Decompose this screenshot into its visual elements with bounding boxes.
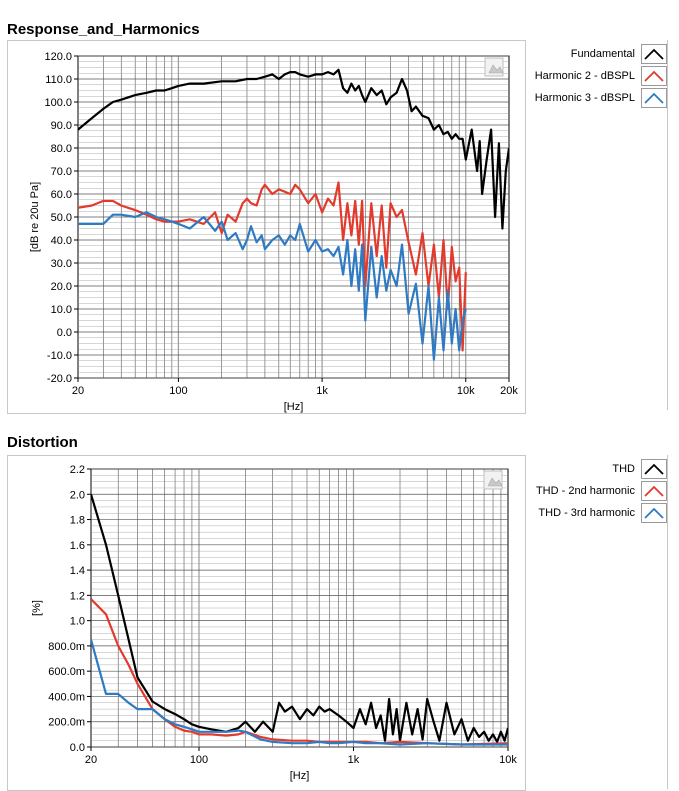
legend: Fundamental Harmonic 2 - dBSPL Harmonic 3 … <box>487 40 667 120</box>
y-tick-label: 40.0 <box>51 235 72 247</box>
divider-line <box>667 40 668 410</box>
legend-swatch-icon[interactable] <box>641 88 667 108</box>
legend: THD THD - 2nd harmonic THD - 3rd harmonic <box>487 455 667 535</box>
y-tick-label: 60.0 <box>51 189 72 201</box>
legend-label: Fundamental <box>570 48 635 60</box>
legend-swatch-icon[interactable] <box>641 481 667 501</box>
legend-swatch-icon[interactable] <box>641 44 667 64</box>
legend-swatch-icon[interactable] <box>641 503 667 523</box>
chart-title: Response_and_Harmonics <box>7 21 200 38</box>
x-tick-label: 1k <box>316 385 328 397</box>
legend-label: Harmonic 3 - dBSPL <box>534 92 635 104</box>
y-tick-label: 100.0 <box>44 97 72 109</box>
x-tick-label: 20k <box>500 385 518 397</box>
y-axis-label: [dB re 20u Pa] <box>29 182 41 252</box>
y-tick-label: 30.0 <box>51 258 72 270</box>
y-tick-label: 10.0 <box>51 304 72 316</box>
chart-title: Distortion <box>7 434 78 451</box>
y-tick-label: 120.0 <box>44 51 72 63</box>
legend-item[interactable]: Harmonic 2 - dBSPL <box>535 65 667 87</box>
legend-item[interactable]: Fundamental <box>571 43 667 65</box>
series-line-2 <box>78 181 467 352</box>
divider-line <box>667 455 668 789</box>
x-tick-label: 100 <box>169 385 187 397</box>
legend-label: Harmonic 2 - dBSPL <box>534 70 635 82</box>
y-tick-label: 110.0 <box>45 74 72 86</box>
series-line-1 <box>78 68 509 230</box>
y-tick-label: 50.0 <box>51 212 72 224</box>
y-tick-label: 90.0 <box>51 120 72 132</box>
legend-item[interactable]: THD - 2nd harmonic <box>536 480 667 502</box>
y-gridlines <box>78 55 509 379</box>
series-line-3 <box>78 211 467 361</box>
y-tick-label: 0.0 <box>57 327 72 339</box>
response-panel: Response_and_Harmonics -20.0 -10.0 0.0 10.0… <box>7 21 668 414</box>
legend-label: THD - 2nd harmonic <box>535 485 635 497</box>
legend-item[interactable]: Harmonic 3 - dBSPL <box>535 87 667 109</box>
graph-palette-icon[interactable] <box>484 57 504 77</box>
x-tick-label: 10k <box>457 385 475 397</box>
y-tick-label: 70.0 <box>51 166 72 178</box>
y-tick-label: 80.0 <box>51 143 72 155</box>
y-tick-label: 20.0 <box>51 281 72 293</box>
y-tick-label: -20.0 <box>47 373 72 385</box>
response-chart: -20.0 -10.0 0.0 10.0 20.0 30.0 40.0 50.0 60.0 70.… <box>29 51 518 413</box>
legend-item[interactable]: THD - 3rd harmonic <box>538 502 667 524</box>
plot-frame <box>7 455 526 791</box>
legend-label: THD - 3rd harmonic <box>538 507 635 519</box>
y-tick-label: -10.0 <box>47 350 72 362</box>
legend-swatch-icon[interactable] <box>641 459 667 479</box>
x-tick-label: 20 <box>72 385 84 397</box>
legend-swatch-icon[interactable] <box>641 66 667 86</box>
x-axis-label: [Hz] <box>284 401 304 413</box>
legend-item[interactable]: THD <box>612 458 667 480</box>
legend-label: THD <box>612 463 635 475</box>
